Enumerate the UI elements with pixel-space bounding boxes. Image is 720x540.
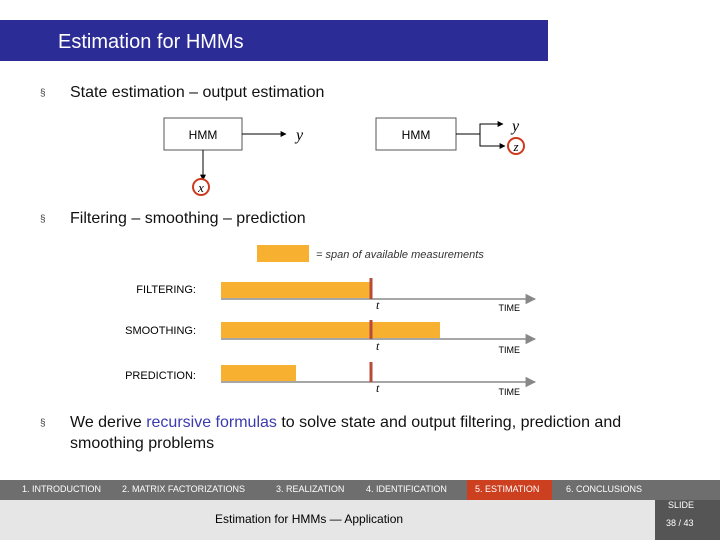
time-label-filtering: TIME [499,303,521,313]
nav-conclusions[interactable]: 6. CONCLUSIONS [566,484,643,494]
bullet-text-pre: We derive [70,414,147,431]
nav-identification[interactable]: 4. IDENTIFICATION [366,484,447,494]
bullet-state-estimation: State estimation – output estimation [70,84,325,101]
footer-info-bar [0,500,720,540]
footer-page-number: 38 / 43 [666,518,694,528]
nav-estimation[interactable]: 5. ESTIMATION [475,484,540,494]
hmm-label-left: HMM [189,128,218,142]
t-label-smoothing: t [376,339,380,353]
hmm-label-right: HMM [402,128,431,142]
bullet-marker-1: § [40,88,46,99]
row-label-filtering: FILTERING: [136,284,196,296]
span-prediction [221,365,296,381]
legend-text: = span of available measurements [316,249,484,261]
slide-title: Estimation for HMMs [58,31,244,53]
hmm-box-left [163,117,243,151]
bullet-text-highlight: recursive formulas [146,414,277,431]
span-smoothing [221,322,440,338]
x-circle [192,178,210,196]
bullet-marker-2: § [40,214,46,225]
t-label-prediction: t [376,381,380,395]
footer-slide-box [655,500,720,540]
row-label-smoothing: SMOOTHING: [125,325,196,337]
bullet-text-post: to solve state and output filtering, pre… [70,414,622,452]
row-label-prediction: PREDICTION: [125,370,196,382]
nav-introduction[interactable]: 1. INTRODUCTION [22,484,102,494]
y-label-right: y [510,118,520,135]
legend-swatch [257,245,309,262]
footer-nav-active-highlight [467,480,552,500]
t-label-filtering: t [376,298,380,312]
z-label: z [512,139,518,154]
span-filtering [221,282,371,298]
time-label-smoothing: TIME [499,345,521,355]
time-label-prediction: TIME [499,387,521,397]
nav-matrix-factorizations[interactable]: 2. MATRIX FACTORIZATIONS [122,484,246,494]
x-label: x [197,180,204,195]
nav-realization[interactable]: 3. REALIZATION [276,484,345,494]
footer-center-text: Estimation for HMMs — Application [215,512,404,526]
bullet-filtering-smoothing: Filtering – smoothing – prediction [70,210,306,227]
bullet-marker-3: § [40,418,46,429]
z-circle [507,137,525,155]
bullet-recursive-formulas: We derive recursive formulas to solve st… [70,412,690,454]
hmm-box-right [375,117,457,151]
footer-slide-label: SLIDE [668,500,695,510]
arrow-z [479,134,506,149]
title-bar [0,20,548,61]
y-label-left: y [294,127,304,144]
arrow-y-right [456,121,504,135]
